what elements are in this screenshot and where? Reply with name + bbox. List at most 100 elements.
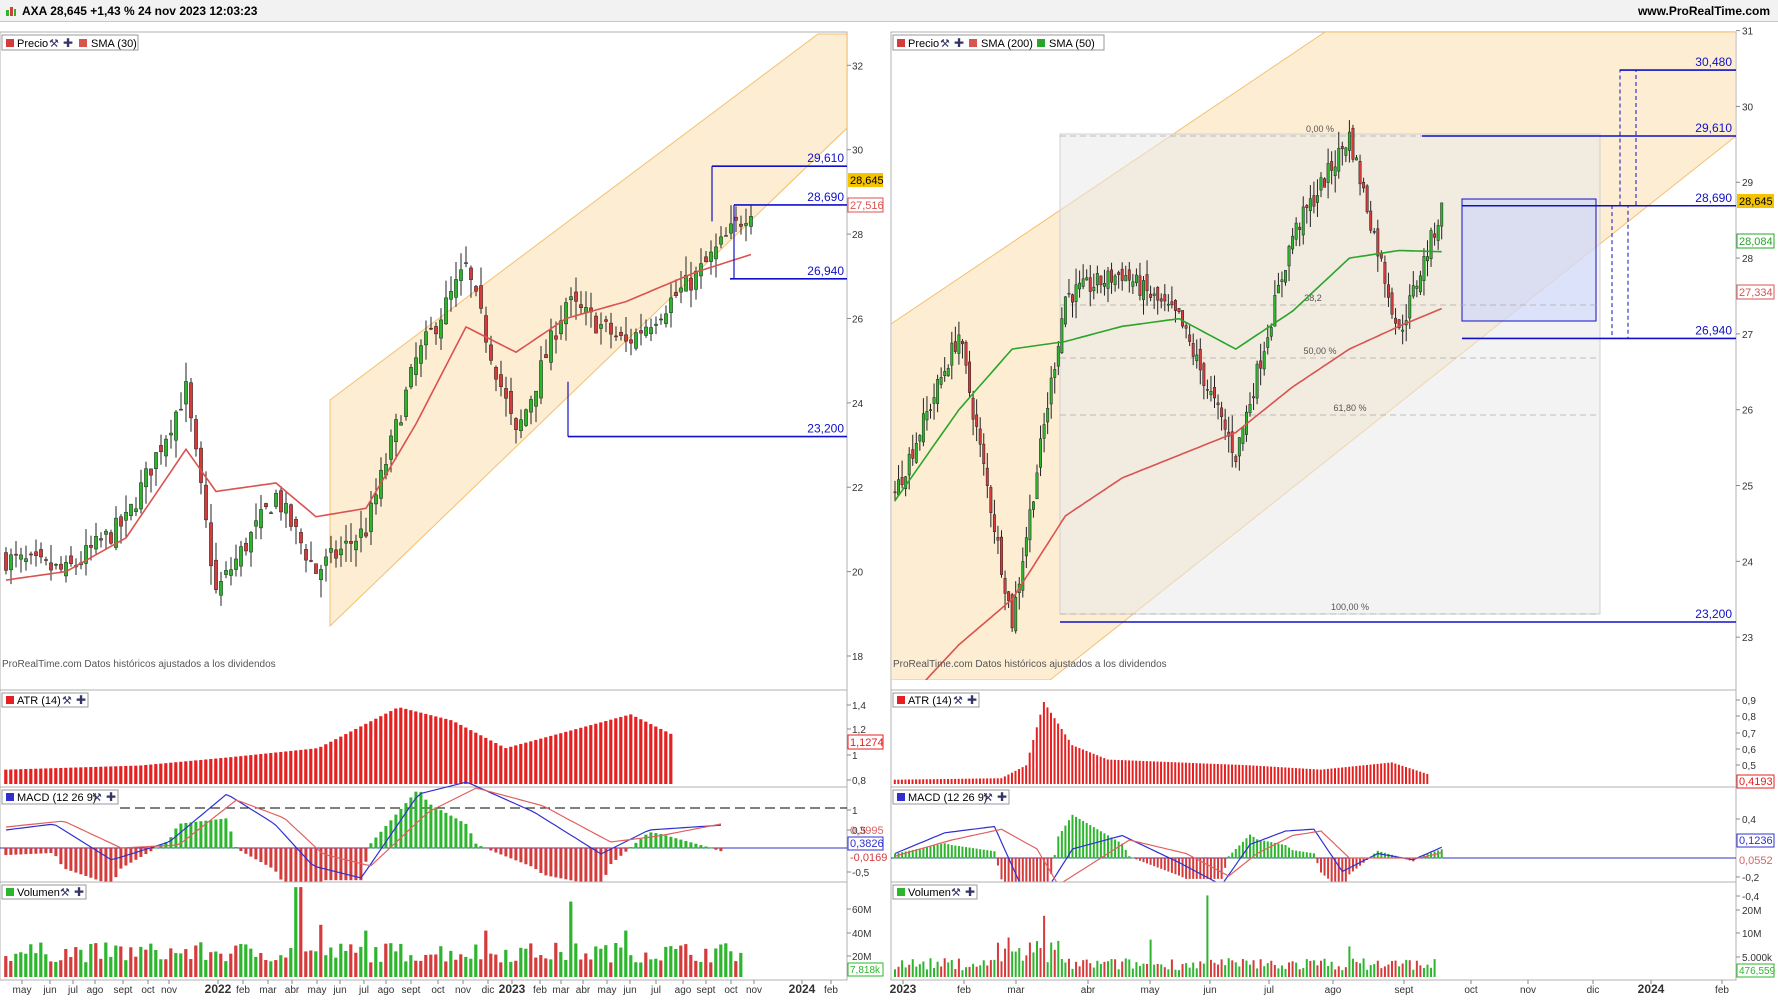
wrench-icon[interactable]: ⚒ [92,792,102,804]
macd-legend-label[interactable]: MACD (12 26 9) [17,792,96,804]
plus-icon[interactable]: ✚ [997,790,1007,804]
candle [494,367,498,380]
fib-label: 0,00 % [1306,124,1334,134]
legend-precio-r[interactable]: Precio [908,38,939,50]
macd-hist-bar [649,832,653,849]
atr-bar [1291,767,1294,784]
wrench-icon[interactable]: ⚒ [60,887,70,899]
macd-hist-bar [1348,858,1351,875]
volume-bar [1124,958,1127,977]
candle [1276,284,1280,294]
legend-sma200[interactable]: SMA (200) [981,38,1033,50]
plus-icon[interactable]: ✚ [967,693,977,707]
atr-bar [69,767,73,784]
atr-legend-label-r[interactable]: ATR (14) [908,695,952,707]
macd-hist-bar [569,848,573,881]
atr-legend-label[interactable]: ATR (14) [17,695,61,707]
legend-sma50[interactable]: SMA (50) [1049,38,1095,50]
macd-hist-bar [911,849,914,859]
volume-bar [499,962,503,977]
left-price-axis: 32 30 28 26 24 22 20 18 [847,61,864,663]
right-atr-legend[interactable]: ATR (14) ⚒ ✚ [892,692,980,708]
right-vol-legend[interactable]: Volumen ⚒ ✚ [892,884,978,900]
macd-hist-bar [1234,849,1237,859]
candle [1110,269,1113,283]
atr-bar [274,752,278,784]
plus-icon[interactable]: ✚ [76,693,86,707]
atr-bar [594,723,598,784]
wrench-icon[interactable]: ⚒ [951,887,961,899]
svg-text:-0,2: -0,2 [1742,873,1760,884]
left-vol-legend[interactable]: Volumen ⚒ ✚ [1,884,87,900]
atr-bar [114,766,118,784]
plus-icon[interactable]: ✚ [106,790,116,804]
macd-hist-bar [957,846,960,859]
wrench-icon[interactable]: ⚒ [49,38,59,50]
price-tick: 31 [1742,27,1754,38]
vol-legend-label-r[interactable]: Volumen [908,887,951,899]
left-macd-legend[interactable]: MACD (12 26 9) ⚒ ✚ [1,789,119,805]
volume-bar [584,953,588,977]
candle [114,517,118,548]
left-price-badge-text: 28,645 [850,175,884,187]
candle [1365,185,1369,213]
candle [289,504,293,527]
candle [89,544,93,548]
volume-bar [975,966,978,977]
legend-sma30[interactable]: SMA (30) [91,38,137,50]
wrench-icon[interactable]: ⚒ [940,38,950,50]
candle [599,324,603,329]
atr-bar [964,778,967,784]
x-tick: may [1141,985,1160,996]
volume-bar [9,961,13,977]
candle [1418,275,1422,293]
candle [219,581,223,596]
plus-icon[interactable]: ✚ [954,36,964,50]
macd-hist-bar [1082,820,1085,859]
right-macd-legend[interactable]: MACD (12 26 9) ⚒ ✚ [892,789,1010,805]
left-legend[interactable]: Precio ⚒ ✚ SMA (30) [1,34,139,51]
atr-bar [1067,739,1070,784]
volume-bar [1426,964,1429,977]
atr-bar [1348,766,1351,784]
wrench-icon[interactable]: ⚒ [983,792,993,804]
macd-hist-bar [254,848,258,860]
atr-bar [1213,763,1216,784]
atr-bar [1138,760,1141,784]
plus-icon[interactable]: ✚ [965,885,975,899]
macd-hist-bar [459,821,463,849]
macd-hist-bar [4,848,8,856]
right-chart[interactable]: 0,00 % 38,2 50,00 % 61,80 % 100,00 % 30,480 2… [890,27,1776,996]
vol-legend-label[interactable]: Volumen [17,887,60,899]
right-legend[interactable]: Precio ⚒ ✚ SMA (200) SMA (50) [892,34,1105,51]
candle [119,516,123,527]
macd-hist-bar [1337,858,1340,888]
candle [982,443,986,464]
volume-bar [194,945,198,977]
volume-bar [579,959,583,977]
candle [444,297,448,325]
candle [404,389,408,417]
wrench-icon[interactable]: ⚒ [62,695,72,707]
candle [1312,195,1316,207]
plus-icon[interactable]: ✚ [74,885,84,899]
chart-area[interactable]: 29,610 28,690 26,940 23,200 32 30 28 26 24 22 20 1… [0,22,1778,1000]
atr-bar [314,748,318,784]
left-chart[interactable]: 29,610 28,690 26,940 23,200 32 30 28 26 24 22 20 1… [0,31,887,996]
wrench-icon[interactable]: ⚒ [953,695,963,707]
macd-legend-label-r[interactable]: MACD (12 26 9) [908,792,987,804]
plus-icon[interactable]: ✚ [63,36,73,50]
volume-bar [972,963,975,977]
volume-bar [1284,968,1287,977]
level-label: 26,940 [807,264,844,278]
volume-bar [524,948,528,977]
candle [1319,177,1323,191]
atr-bar [1099,756,1102,784]
atr-bar [604,721,608,784]
left-atr-legend[interactable]: ATR (14) ⚒ ✚ [1,692,89,708]
legend-precio[interactable]: Precio [17,38,48,50]
candle [469,267,473,280]
macd-hist-bar [1000,858,1003,880]
candle [264,503,268,507]
atr-bar [1355,766,1358,784]
